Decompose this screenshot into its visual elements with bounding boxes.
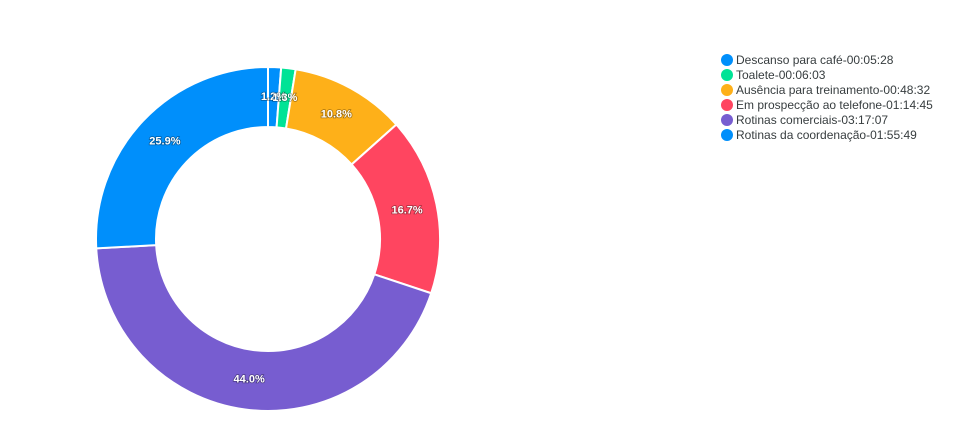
legend-separator: -: [774, 67, 779, 82]
legend-item[interactable]: Toalete - 00:06:03: [721, 67, 933, 82]
legend-duration: 00:06:03: [778, 67, 826, 82]
legend-duration: 00:48:32: [883, 82, 931, 97]
slice-percent-label: 44.0%: [234, 374, 265, 386]
slice-percent-label: 10.8%: [321, 109, 352, 121]
legend-label: Em prospecção ao telefone: [736, 97, 883, 112]
slice-percent-label: 1.3%: [272, 92, 297, 104]
donut-slice-5[interactable]: [95, 244, 433, 412]
slice-percent-label: 1.2%: [261, 91, 286, 103]
donut-slices: [95, 65, 441, 412]
legend-marker: [721, 53, 733, 66]
legend-duration: 03:17:07: [841, 112, 889, 127]
legend-label: Toalete: [736, 67, 775, 82]
legend-separator: -: [879, 82, 884, 97]
chart-legend: Descanso para café - 00:05:28 Toalete - 0…: [721, 52, 933, 142]
legend-separator: -: [837, 112, 842, 127]
legend-item[interactable]: Descanso para café - 00:05:28: [721, 52, 933, 67]
slice-percent-label: 16.7%: [391, 204, 422, 216]
legend-label: Rotinas da coordenação: [736, 127, 867, 142]
legend-duration: 00:05:28: [846, 52, 894, 67]
legend-marker: [721, 68, 733, 81]
legend-marker: [721, 128, 733, 141]
legend-duration: 01:14:45: [886, 97, 933, 112]
legend-separator: -: [842, 52, 847, 67]
legend-label: Rotinas comerciais: [736, 112, 838, 127]
slice-percent-label: 25.9%: [149, 135, 180, 147]
donut-slice-labels: 1.2%1.3% 10.8% 16.7% 44.0% 25.9%: [148, 90, 423, 386]
legend-marker: [721, 98, 733, 111]
legend-separator: -: [866, 127, 871, 142]
legend-item[interactable]: Rotinas comerciais - 03:17:07: [721, 112, 933, 127]
legend-marker: [721, 113, 733, 126]
legend-duration: 01:55:49: [870, 127, 917, 142]
legend-item[interactable]: Rotinas da coordenação - 01:55:49: [721, 127, 933, 142]
donut-slice-6[interactable]: [95, 65, 269, 250]
legend-label: Ausência para treinamento: [736, 82, 880, 97]
legend-label: Descanso para café: [736, 52, 843, 67]
legend-separator: -: [882, 97, 887, 112]
legend-item[interactable]: Em prospecção ao telefone - 01:14:45: [721, 97, 933, 112]
legend-marker: [721, 83, 733, 96]
legend-item[interactable]: Ausência para treinamento - 00:48:32: [721, 82, 933, 97]
